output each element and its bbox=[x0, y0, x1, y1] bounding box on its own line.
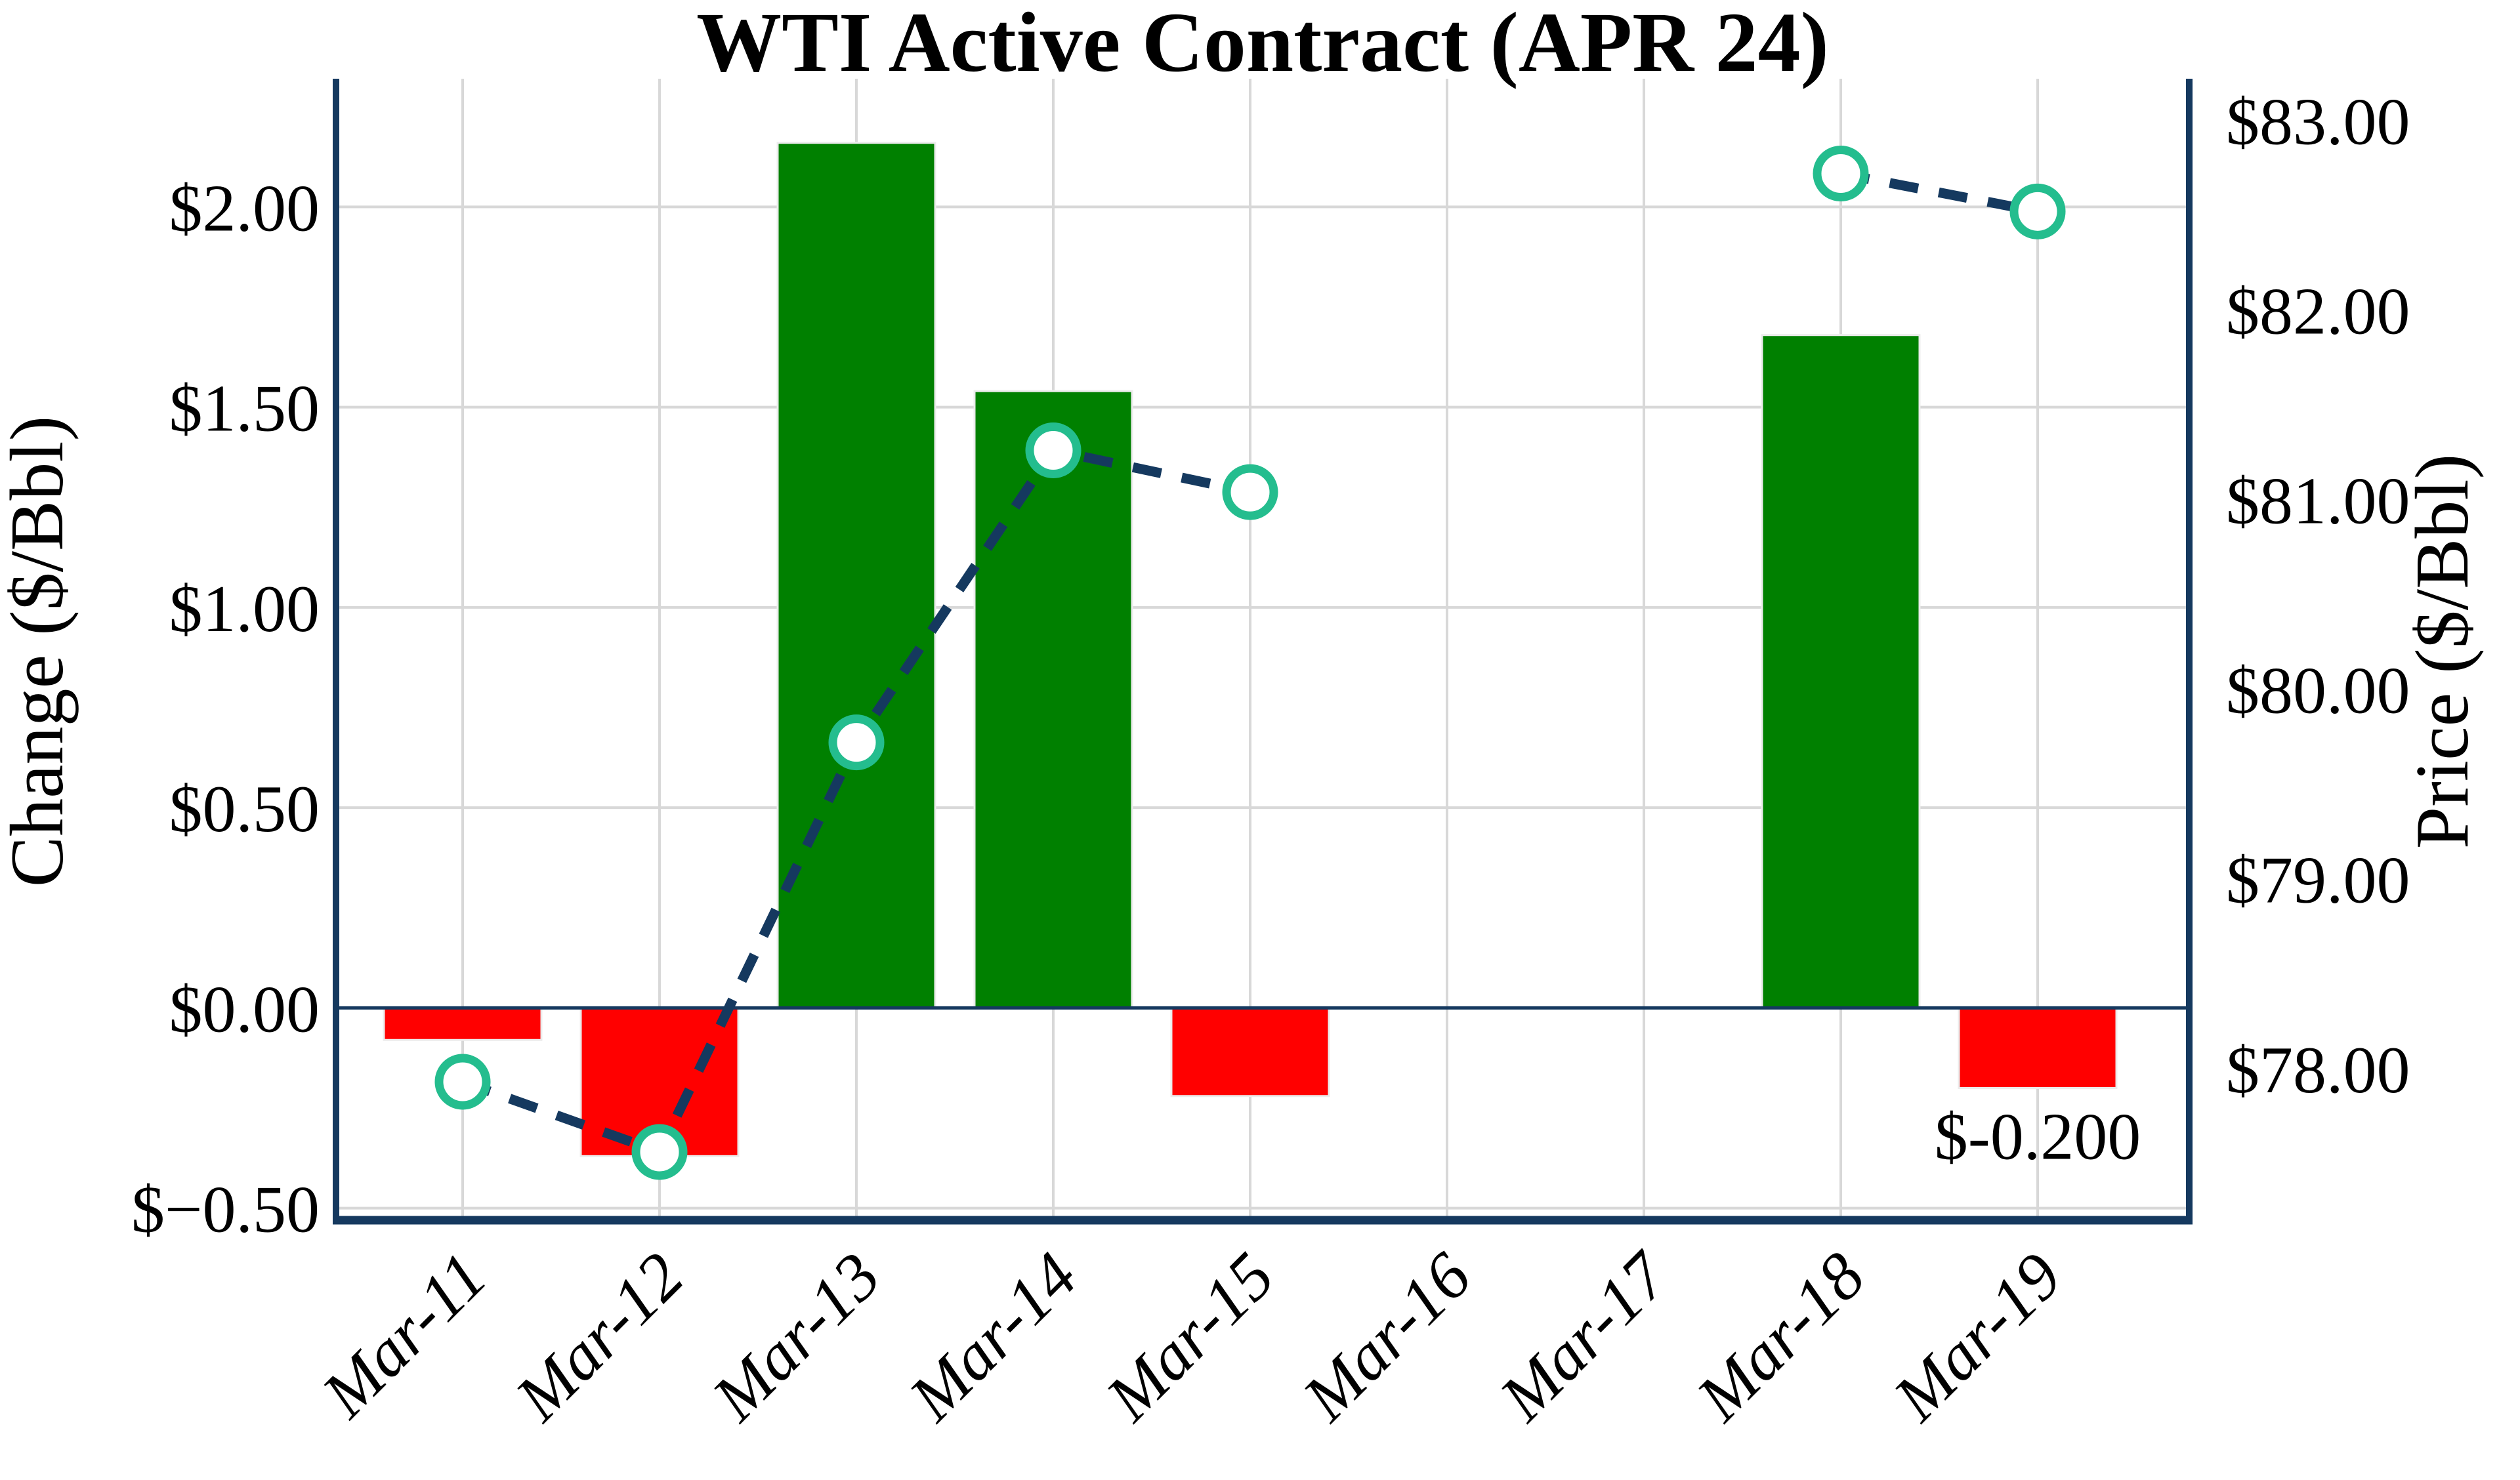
left-axis-tick-label: $1.50 bbox=[169, 372, 320, 446]
left-axis-tick-label: $2.00 bbox=[169, 171, 320, 245]
price-marker-layer bbox=[434, 146, 2066, 1180]
price-marker bbox=[434, 1054, 491, 1110]
change-bar-positive bbox=[1761, 334, 1921, 1009]
x-axis-tick-label: Mar-19 bbox=[1879, 1239, 2076, 1435]
right-axis-title: Price ($/Bbl) bbox=[2401, 454, 2485, 849]
left-axis-tick-label: $0.00 bbox=[169, 972, 320, 1046]
change-bar-negative bbox=[1958, 1006, 2118, 1090]
chart-title: WTI Active Contract (APR 24) bbox=[696, 0, 1829, 90]
x-axis-tick-label: Mar-15 bbox=[1091, 1239, 1288, 1435]
price-marker bbox=[1222, 464, 1278, 520]
right-axis-tick-label: $81.00 bbox=[2226, 464, 2410, 539]
x-axis-tick-label: Mar-16 bbox=[1288, 1239, 1485, 1435]
x-axis-tick-label: Mar-14 bbox=[894, 1239, 1091, 1435]
x-axis-tick-label: Mar-12 bbox=[501, 1239, 698, 1435]
left-axis-tick-label: $0.50 bbox=[169, 772, 320, 846]
right-axis-tick-label: $79.00 bbox=[2226, 844, 2410, 918]
price-marker bbox=[1025, 422, 1082, 479]
left-axis-tick-label: $−0.50 bbox=[131, 1173, 320, 1247]
right-axis-tick-label: $80.00 bbox=[2226, 654, 2410, 728]
change-bar-negative bbox=[383, 1006, 543, 1041]
axis-spine-layer bbox=[333, 79, 2193, 1225]
left-axis-title: Change ($/Bbl) bbox=[0, 416, 79, 887]
change-bar-positive bbox=[973, 390, 1133, 1009]
price-marker bbox=[631, 1124, 688, 1180]
tick-label-layer: $2.00 $1.50 $1.00 $0.50 $0.00 $−0.50 $83.00 $82… bbox=[131, 85, 2410, 1436]
price-line-segment bbox=[1839, 169, 2039, 216]
x-axis-tick-label: Mar-17 bbox=[1485, 1237, 1684, 1436]
bar-layer bbox=[383, 142, 2118, 1157]
price-marker bbox=[1813, 146, 1869, 202]
left-axis-tick-label: $1.00 bbox=[169, 572, 320, 646]
change-bar-positive bbox=[776, 142, 936, 1009]
bar-value-annotation: $-0.200 bbox=[1935, 1100, 2141, 1174]
x-axis-tick-label: Mar-13 bbox=[698, 1239, 894, 1435]
x-axis-tick-label: Mar-11 bbox=[307, 1239, 501, 1432]
price-marker bbox=[2009, 183, 2066, 239]
x-axis-tick-label: Mar-18 bbox=[1682, 1239, 1879, 1435]
price-marker bbox=[828, 714, 885, 771]
right-axis-tick-label: $78.00 bbox=[2226, 1033, 2410, 1107]
right-axis-tick-label: $83.00 bbox=[2226, 85, 2410, 159]
change-bar-negative bbox=[1170, 1006, 1330, 1098]
right-axis-tick-label: $82.00 bbox=[2226, 275, 2410, 349]
